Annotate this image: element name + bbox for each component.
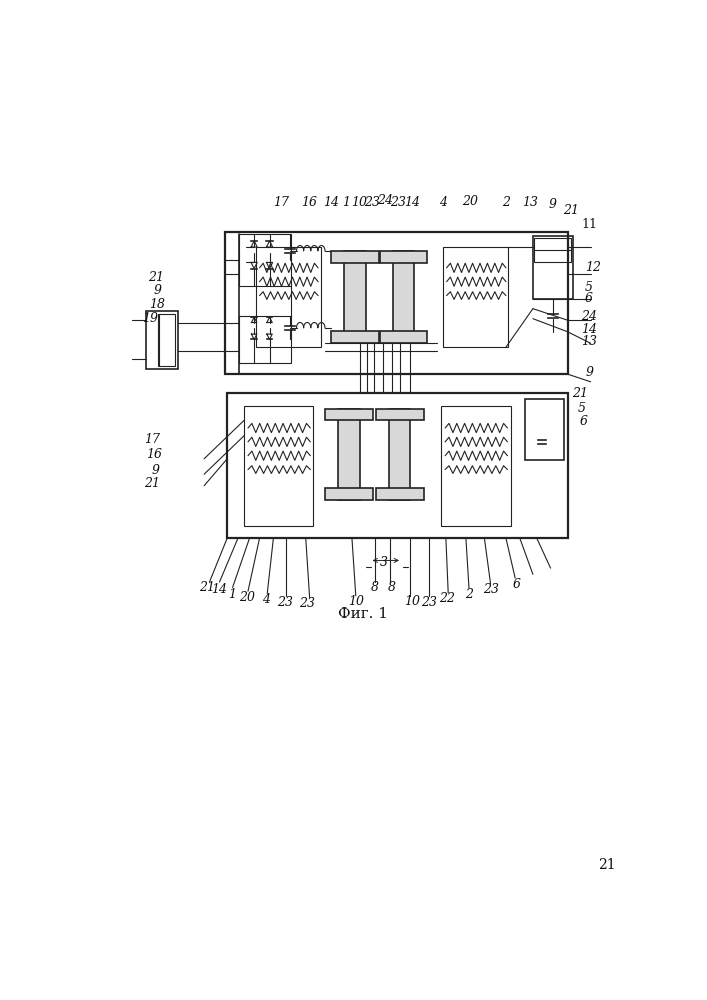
Bar (393, 251, 414, 343)
Text: 5: 5 (585, 281, 593, 294)
Text: 21: 21 (598, 858, 616, 872)
Bar (158, 314, 175, 366)
Text: 23: 23 (299, 597, 315, 610)
Bar (376, 488, 423, 500)
Bar (338, 409, 360, 500)
Bar (239, 234, 291, 286)
Bar (380, 331, 428, 343)
Text: 21: 21 (572, 387, 588, 400)
Text: 17: 17 (273, 196, 289, 209)
Bar (331, 251, 379, 263)
Bar (525, 399, 563, 460)
Text: 23: 23 (364, 196, 380, 209)
Text: 9: 9 (548, 198, 556, 211)
Bar (146, 311, 178, 369)
Text: 11: 11 (581, 218, 597, 231)
Text: 9: 9 (151, 464, 160, 477)
Text: 9: 9 (585, 366, 593, 379)
Text: 23: 23 (390, 196, 406, 209)
Bar (325, 409, 373, 420)
Text: 21: 21 (563, 204, 578, 217)
Text: 8: 8 (371, 581, 379, 594)
Text: 13: 13 (522, 196, 539, 209)
Text: 21: 21 (148, 271, 163, 284)
Text: 23: 23 (277, 596, 293, 609)
Text: 14: 14 (323, 196, 339, 209)
Text: 12: 12 (585, 261, 601, 274)
Text: 9: 9 (153, 284, 161, 297)
Text: 17: 17 (144, 433, 160, 446)
Text: 14: 14 (581, 323, 597, 336)
Bar (331, 331, 379, 343)
Text: 4: 4 (439, 196, 447, 209)
Bar (244, 406, 313, 526)
Text: 10: 10 (404, 595, 420, 608)
Text: 1: 1 (228, 588, 237, 601)
Text: 24: 24 (377, 194, 393, 207)
Bar (225, 232, 568, 374)
Text: 20: 20 (239, 591, 255, 604)
Text: 24: 24 (581, 310, 597, 323)
Text: 19: 19 (142, 312, 158, 325)
Text: 6: 6 (513, 578, 521, 591)
Text: Фиг. 1: Фиг. 1 (338, 607, 387, 621)
Text: 16: 16 (302, 196, 317, 209)
Text: 6: 6 (585, 292, 593, 305)
Bar (344, 251, 366, 343)
Text: 2: 2 (465, 588, 473, 601)
Bar (380, 251, 428, 263)
Text: 21: 21 (144, 477, 160, 490)
Text: 16: 16 (146, 448, 162, 461)
Bar (441, 406, 510, 526)
Bar (533, 235, 573, 299)
Text: 14: 14 (404, 196, 420, 209)
Text: 10: 10 (348, 595, 364, 608)
Bar (227, 393, 568, 538)
Text: 20: 20 (462, 195, 478, 208)
Text: 2: 2 (502, 196, 510, 209)
Text: 21: 21 (199, 581, 215, 594)
Text: 13: 13 (581, 335, 597, 348)
Text: 1: 1 (341, 196, 350, 209)
Text: 23: 23 (421, 596, 437, 609)
Bar (239, 316, 291, 363)
Text: 8: 8 (388, 581, 396, 594)
Text: 14: 14 (211, 583, 228, 596)
Text: 23: 23 (484, 583, 499, 596)
Text: 5: 5 (578, 402, 585, 415)
Bar (443, 247, 508, 347)
Bar (389, 409, 411, 500)
Bar (534, 238, 571, 262)
Text: 22: 22 (438, 592, 455, 605)
Bar (376, 409, 423, 420)
Bar (325, 488, 373, 500)
Bar (256, 247, 321, 347)
Text: 18: 18 (149, 298, 165, 311)
Text: 4: 4 (262, 593, 269, 606)
Text: 10: 10 (351, 196, 367, 209)
Text: 3: 3 (380, 556, 388, 569)
Text: 6: 6 (580, 415, 588, 428)
